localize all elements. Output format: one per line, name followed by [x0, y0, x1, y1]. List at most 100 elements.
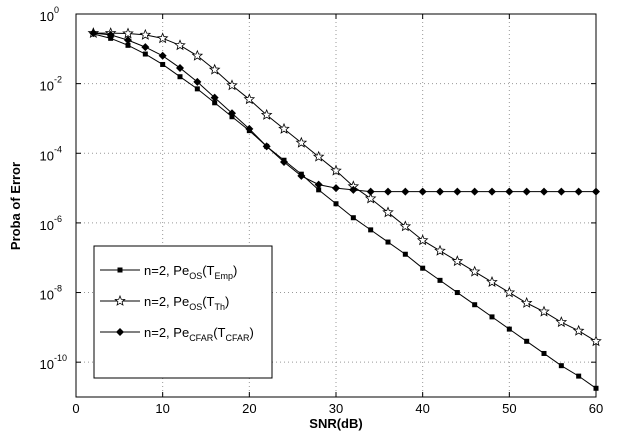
marker [592, 187, 600, 196]
marker [191, 49, 204, 61]
x-tick-label: 40 [415, 401, 429, 416]
marker [503, 286, 516, 298]
marker [194, 86, 200, 92]
y-tick-base: 10 [40, 218, 54, 233]
y-tick-label: 10 [40, 148, 54, 163]
marker [558, 363, 564, 369]
y-tick-exponent: -6 [54, 214, 62, 224]
marker [382, 206, 394, 218]
x-tick-label: 0 [72, 401, 79, 416]
marker [451, 255, 464, 267]
marker [226, 79, 238, 91]
marker [124, 36, 132, 45]
marker [401, 187, 410, 196]
marker [555, 316, 568, 328]
marker [106, 30, 115, 39]
legend-marker [117, 267, 123, 273]
marker [297, 171, 306, 180]
marker [540, 187, 548, 196]
marker [416, 234, 429, 246]
marker [364, 192, 377, 204]
marker [141, 43, 150, 52]
legend-text: n=2, Pe [144, 294, 189, 309]
legend-text: n=2, Pe [144, 325, 189, 340]
y-tick-base: 10 [40, 357, 54, 372]
legend-subscript: CFAR [189, 333, 214, 343]
marker [245, 124, 254, 133]
marker [243, 93, 256, 105]
marker [590, 335, 602, 347]
marker [330, 164, 342, 176]
y-axis-label: Proba of Error [8, 162, 23, 250]
legend-marker [116, 328, 124, 336]
plot-frame [75, 13, 597, 398]
marker [295, 136, 308, 148]
marker [142, 51, 148, 57]
marker [505, 187, 514, 196]
marker [436, 187, 444, 196]
x-tick-label: 30 [329, 401, 343, 416]
marker [489, 314, 495, 320]
marker [122, 27, 134, 39]
marker [139, 28, 152, 40]
marker [228, 109, 236, 118]
marker [177, 74, 183, 80]
marker [125, 42, 131, 48]
marker [402, 251, 408, 257]
marker [210, 93, 219, 102]
marker [333, 201, 339, 207]
marker [312, 150, 325, 162]
legend-text: (T [202, 263, 214, 278]
x-axis-label: SNR(dB) [309, 416, 362, 431]
marker [385, 239, 391, 245]
marker [332, 184, 340, 193]
y-tick-label: 10 [40, 9, 54, 24]
legend-text: ) [225, 294, 229, 309]
y-tick-exponent: -2 [54, 75, 62, 85]
marker [208, 63, 221, 75]
legend-text: (T [213, 325, 225, 340]
legend-label: n=2, PeCFAR(TCFAR) [144, 325, 254, 343]
marker [572, 324, 585, 336]
x-tick-label: 10 [155, 401, 169, 416]
marker [541, 350, 547, 356]
legend-subscript: CFAR [225, 333, 250, 343]
y-tick-label: 10 [40, 79, 54, 94]
marker [89, 29, 98, 38]
marker [522, 187, 531, 196]
marker [384, 187, 392, 196]
y-tick-base: 10 [40, 9, 54, 24]
legend-text: ) [250, 325, 254, 340]
marker [470, 187, 479, 196]
marker [174, 39, 186, 51]
marker [574, 187, 583, 196]
marker [420, 265, 426, 271]
y-tick-base: 10 [40, 79, 54, 94]
legend-label: n=2, PeOS(TTh) [144, 294, 229, 312]
legend-marker [114, 294, 126, 306]
y-tick-base: 10 [40, 288, 54, 303]
marker [316, 187, 322, 193]
marker [418, 187, 427, 196]
y-tick-exponent: 0 [54, 5, 59, 15]
y-tick-label: 10 [40, 357, 54, 372]
marker [158, 51, 167, 60]
marker [160, 61, 166, 67]
marker [538, 305, 550, 317]
legend-text: (T [202, 294, 214, 309]
marker [314, 180, 323, 189]
y-tick-exponent: -8 [54, 284, 62, 294]
marker [368, 227, 374, 233]
x-tick-label: 50 [502, 401, 516, 416]
y-tick-exponent: -4 [54, 144, 62, 154]
marker [366, 187, 375, 196]
marker [278, 122, 290, 134]
y-tick-label: 10 [40, 218, 54, 233]
marker [454, 290, 460, 296]
marker [280, 157, 288, 166]
marker [156, 32, 169, 44]
y-tick-exponent: -10 [54, 353, 67, 363]
marker [193, 77, 202, 86]
marker [349, 185, 358, 194]
